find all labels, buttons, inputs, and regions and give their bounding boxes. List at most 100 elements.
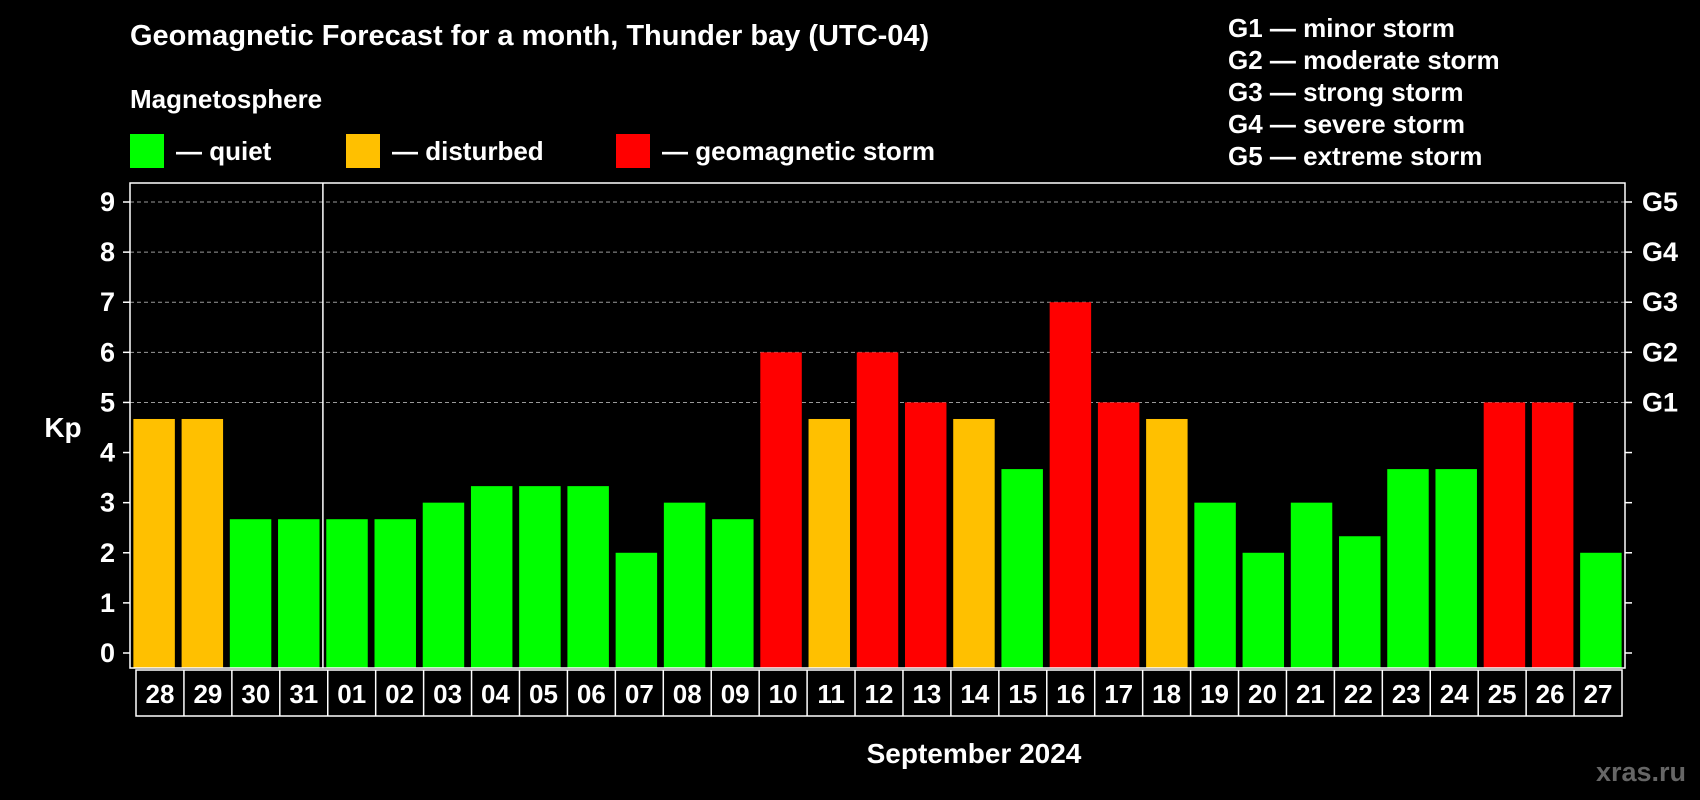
date-label-21: 21: [1296, 679, 1325, 709]
axes: 0 1 2 3 4 5 6 7 8 9 G1 G2 G3 G4 G5: [100, 182, 1678, 669]
bar-14: [953, 418, 995, 668]
date-label-10: 10: [769, 679, 798, 709]
bar-31: [278, 519, 320, 668]
y-tick-label-2: 2: [100, 538, 115, 568]
y-tick-label-7: 7: [100, 287, 115, 317]
date-label-26: 26: [1536, 679, 1565, 709]
y-tick-label-6: 6: [100, 337, 115, 367]
legend-swatch-storm: [616, 134, 650, 168]
y-tick-label-1: 1: [100, 588, 115, 618]
right-axis-label-g2: G2: [1642, 337, 1678, 367]
bar-18: [1146, 418, 1188, 668]
bar-28: [133, 418, 175, 668]
bar-02: [374, 519, 416, 668]
bar-15: [1001, 469, 1043, 668]
chart-title: Geomagnetic Forecast for a month, Thunde…: [130, 20, 930, 52]
bar-06: [567, 486, 609, 668]
right-axis-label-g4: G4: [1642, 237, 1678, 267]
date-label-08: 08: [673, 679, 702, 709]
legend-swatch-disturbed: [346, 134, 380, 168]
g-scale-item-g4: G4 — severe storm: [1228, 109, 1466, 139]
bar-01: [326, 519, 368, 668]
date-label-11: 11: [817, 679, 845, 709]
bar-11: [808, 418, 851, 668]
y-tick-label-0: 0: [100, 638, 115, 668]
bar-05: [519, 486, 561, 668]
y-tick-label-5: 5: [100, 387, 115, 417]
date-label-30: 30: [241, 679, 270, 709]
date-label-31: 31: [289, 679, 318, 709]
date-label-05: 05: [529, 679, 558, 709]
g-scale-item-g1: G1 — minor storm: [1228, 13, 1455, 43]
bar-22: [1339, 536, 1381, 668]
date-label-15: 15: [1008, 679, 1037, 709]
date-cells: 28 29 30 31 01 02 03 04 05 06 07 08 09 10 11 12 13 14 15 16…: [135, 669, 1623, 717]
legend-swatch-quiet: [130, 134, 164, 168]
date-label-07: 07: [625, 679, 654, 709]
date-label-25: 25: [1488, 679, 1517, 709]
date-label-02: 02: [385, 679, 414, 709]
right-axis-label-g5: G5: [1642, 187, 1678, 217]
bar-20: [1242, 552, 1285, 668]
bar-19: [1194, 502, 1236, 668]
x-axis-title: September 2024: [867, 738, 1082, 769]
g-scale-legend: G1 — minor storm G2 — moderate storm G3 …: [1228, 12, 1500, 172]
date-label-27: 27: [1584, 679, 1613, 709]
g-scale-item-g2: G2 — moderate storm: [1228, 45, 1500, 75]
bar-27: [1580, 552, 1622, 668]
bar-08: [663, 502, 706, 668]
y-tick-label-4: 4: [100, 438, 115, 468]
right-axis-label-g3: G3: [1642, 287, 1678, 317]
date-label-14: 14: [960, 679, 989, 709]
g-scale-item-g5: G5 — extreme storm: [1228, 141, 1483, 171]
legend-label-quiet: — quiet: [176, 135, 272, 166]
legend-item-quiet: — quiet: [130, 134, 271, 168]
bar-17: [1097, 402, 1140, 668]
y-tick-label-3: 3: [100, 488, 115, 518]
bar-29: [181, 418, 224, 668]
date-row-frame: [135, 669, 1623, 717]
legend-label-disturbed: — disturbed: [392, 135, 544, 166]
chart-subtitle: Magnetosphere: [130, 84, 323, 114]
date-label-04: 04: [481, 679, 510, 709]
legend-item-storm: — geomagnetic storm: [616, 134, 935, 168]
date-label-06: 06: [577, 679, 606, 709]
bar-25: [1483, 402, 1526, 668]
date-label-03: 03: [433, 679, 462, 709]
legend-item-disturbed: — disturbed: [346, 134, 544, 168]
date-label-01: 01: [337, 679, 366, 709]
bar-23: [1387, 469, 1429, 668]
watermark: xras.ru: [1595, 757, 1686, 787]
date-label-20: 20: [1248, 679, 1277, 709]
bar-24: [1435, 469, 1477, 668]
bar-16: [1049, 302, 1092, 668]
date-label-22: 22: [1344, 679, 1373, 709]
legend-label-storm: — geomagnetic storm: [662, 135, 936, 166]
bars: [133, 302, 1622, 668]
date-label-13: 13: [912, 679, 941, 709]
date-label-16: 16: [1056, 679, 1085, 709]
right-axis-label-g1: G1: [1642, 387, 1678, 417]
date-label-28: 28: [146, 679, 175, 709]
bar-13: [904, 402, 947, 668]
date-label-29: 29: [193, 679, 222, 709]
bar-12: [856, 352, 899, 668]
bar-10: [760, 352, 802, 668]
plot-frame: [129, 182, 1626, 669]
date-label-19: 19: [1200, 679, 1229, 709]
date-label-18: 18: [1152, 679, 1181, 709]
bar-09: [712, 519, 754, 668]
y-axis-title: Kp: [44, 412, 81, 443]
date-label-12: 12: [865, 679, 894, 709]
bar-21: [1290, 502, 1333, 668]
y-tick-label-8: 8: [100, 237, 115, 267]
bar-03: [422, 502, 465, 668]
date-label-09: 09: [721, 679, 750, 709]
y-tick-label-9: 9: [100, 187, 115, 217]
date-label-17: 17: [1104, 679, 1133, 709]
date-label-23: 23: [1392, 679, 1421, 709]
g-scale-item-g3: G3 — strong storm: [1228, 77, 1464, 107]
date-label-24: 24: [1440, 679, 1469, 709]
bar-04: [470, 486, 513, 668]
